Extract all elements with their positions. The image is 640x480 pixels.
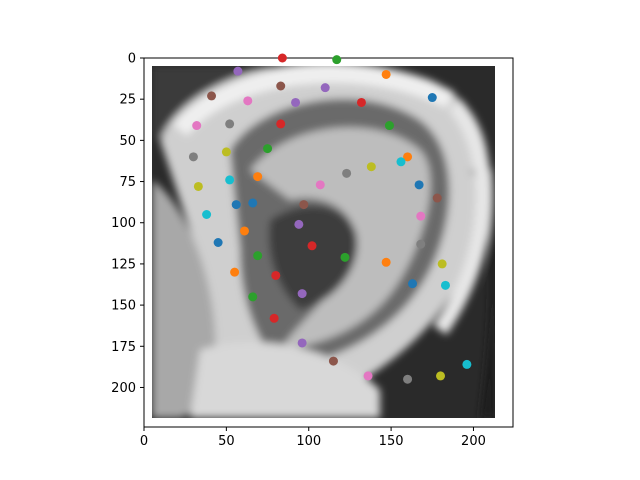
scatter-point (253, 251, 263, 261)
scatter-point (340, 252, 350, 262)
scatter-point (384, 121, 394, 131)
scatter-point (416, 239, 426, 249)
scatter-point (188, 152, 198, 162)
y-tick-label: 150 (111, 299, 136, 314)
y-tick-label: 25 (119, 93, 136, 108)
y-tick-label: 75 (119, 175, 136, 190)
scatter-point (328, 356, 338, 366)
scatter-point (408, 279, 418, 289)
scatter-point (416, 211, 426, 221)
scatter-point (363, 371, 373, 381)
scatter-point (342, 168, 352, 178)
y-tick-label: 125 (111, 257, 136, 272)
scatter-point (202, 209, 212, 219)
scatter-point (294, 219, 304, 229)
scatter-point (248, 292, 258, 302)
scatter-point (213, 238, 223, 247)
y-tick-label: 200 (111, 381, 136, 396)
y-tick-label: 0 (128, 52, 136, 67)
scatter-point (432, 193, 442, 203)
scatter-point (297, 338, 307, 348)
scatter-point (436, 371, 446, 381)
scatter-point (320, 83, 330, 93)
scatter-point (230, 267, 240, 277)
scatter-point (207, 91, 217, 101)
scatter-point (269, 313, 279, 323)
scatter-point (276, 119, 286, 129)
scatter-point (437, 259, 447, 269)
scatter-point (248, 198, 258, 208)
scatter-point (414, 180, 424, 190)
x-tick-label: 50 (218, 434, 235, 449)
y-tick-label: 50 (119, 134, 136, 149)
scatter-point (243, 96, 253, 106)
axis-ticks: 0 50 100 150 200 0 25 50 75 100 125 150 175 200 (111, 52, 486, 450)
x-tick-label: 150 (379, 434, 404, 449)
scatter-point (403, 152, 413, 162)
scatter-point (276, 81, 286, 91)
scatter-point (233, 66, 243, 76)
scatter-point (356, 97, 366, 107)
scatter-point (297, 289, 307, 299)
y-tick-label: 175 (111, 340, 136, 355)
data-points (188, 53, 472, 384)
scatter-point (427, 93, 437, 103)
scatter-point (403, 374, 413, 384)
scatter-point (299, 200, 309, 210)
scatter-point (462, 359, 472, 369)
scatter-point (221, 147, 231, 157)
scatter-point (440, 280, 450, 290)
scatter-point (277, 53, 287, 63)
scatter-point (225, 175, 235, 185)
x-tick-label: 200 (461, 434, 486, 449)
scatter-point (225, 119, 235, 129)
scatter-point (366, 162, 376, 172)
scatter-point (315, 180, 325, 190)
scatter-point (396, 157, 406, 167)
plot-frame (143, 57, 514, 428)
x-tick-label: 0 (140, 434, 148, 449)
scatter-point (193, 181, 203, 191)
x-tick-label: 100 (296, 434, 321, 449)
scatter-point (263, 144, 273, 154)
scatter-point (332, 55, 342, 65)
ear-background-image (152, 66, 495, 418)
scatter-point (381, 257, 391, 267)
scatter-point (231, 200, 241, 210)
scatter-point (307, 241, 317, 251)
scatter-point (381, 69, 391, 79)
y-tick-label: 100 (111, 216, 136, 231)
scatter-point (253, 172, 263, 182)
scatter-point (192, 121, 202, 131)
scatter-point (291, 97, 301, 107)
scatter-point (239, 226, 249, 236)
scatter-point (271, 270, 281, 280)
